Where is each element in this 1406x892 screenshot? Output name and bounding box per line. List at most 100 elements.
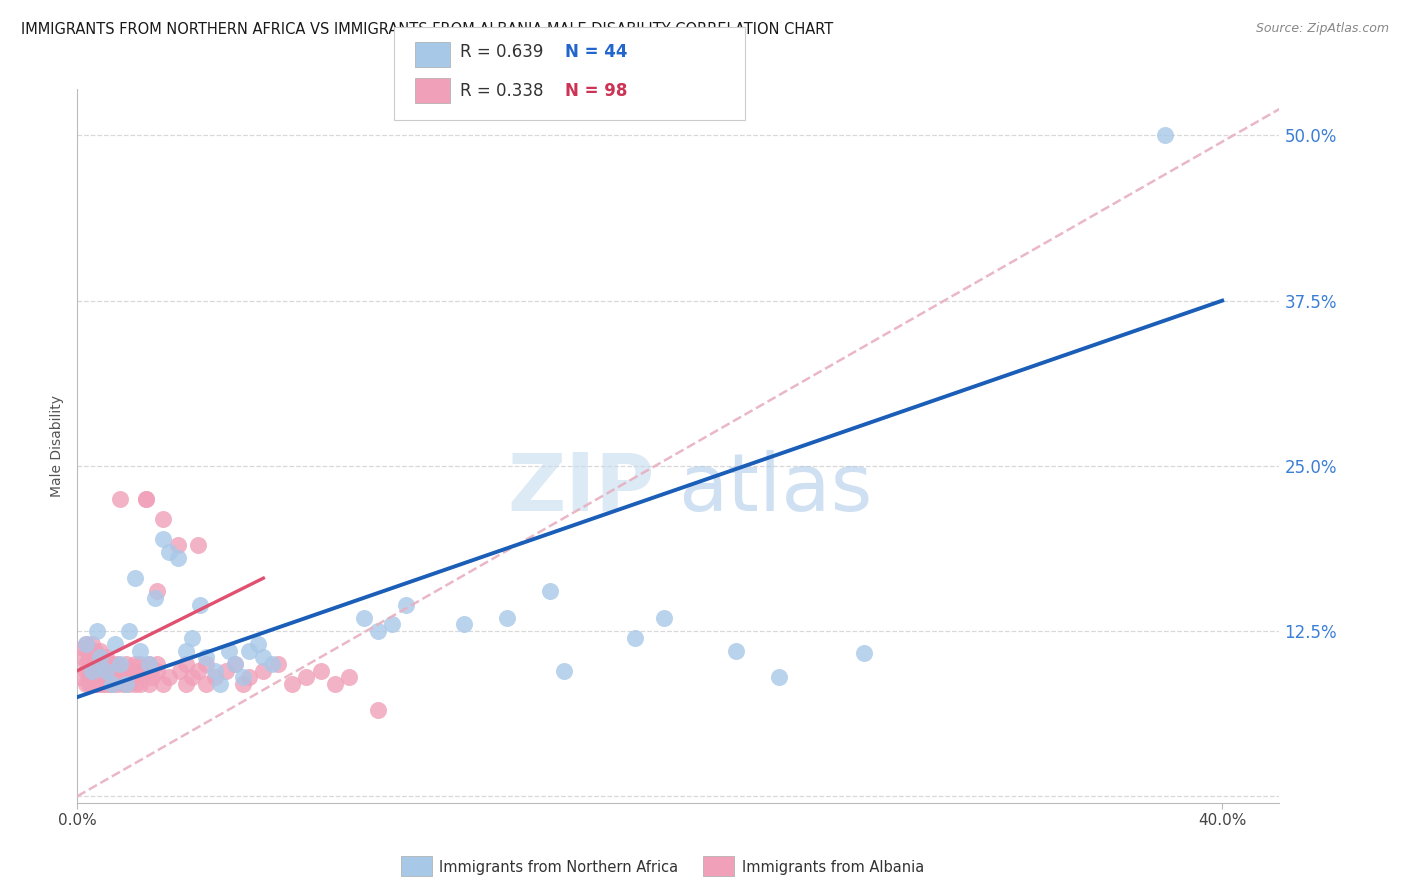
Point [768,670,790,684]
Point [224,657,246,671]
Point [169,664,191,678]
Point [124,670,146,684]
Point [91,664,114,678]
Point [204,664,226,678]
Point [195,657,218,671]
Point [110,670,132,684]
Point [115,677,138,691]
Point [72,641,94,656]
Point [75,637,97,651]
Point [143,591,166,605]
Point [146,584,169,599]
Point [97,670,120,684]
Point [110,657,132,671]
Point [224,657,246,671]
Point [107,677,129,691]
Point [121,664,143,678]
Text: Immigrants from Northern Africa: Immigrants from Northern Africa [439,860,678,874]
Point [129,657,152,671]
Point [118,670,141,684]
Point [77,650,100,665]
Point [353,611,375,625]
Y-axis label: Male Disability: Male Disability [51,395,65,497]
Point [112,670,135,684]
Point [453,617,475,632]
Point [83,650,105,665]
Point [218,644,240,658]
Point [94,657,117,671]
Point [146,664,169,678]
Text: N = 44: N = 44 [565,43,627,61]
Point [538,584,561,599]
Point [86,677,108,691]
Point [83,664,105,678]
Point [246,637,269,651]
Point [94,664,117,678]
Point [118,624,141,638]
Point [138,664,160,678]
Point [83,657,105,671]
Point [174,644,197,658]
Point [97,677,120,691]
Point [295,670,318,684]
Point [124,657,146,671]
Text: atlas: atlas [679,450,873,528]
Point [94,650,117,665]
Text: N = 98: N = 98 [565,82,627,100]
Point [152,511,174,525]
Point [80,664,103,678]
Point [91,670,114,684]
Point [152,677,174,691]
Point [75,664,97,678]
Point [91,677,114,691]
Point [135,491,157,506]
Point [624,631,647,645]
Point [166,551,188,566]
Point [100,677,122,691]
Text: R = 0.338: R = 0.338 [460,82,543,100]
Point [72,650,94,665]
Point [157,670,180,684]
Point [75,657,97,671]
Point [115,664,138,678]
Point [138,657,160,671]
Point [89,657,111,671]
Text: Immigrants from Albania: Immigrants from Albania [742,860,925,874]
Point [69,670,91,684]
Point [141,670,163,684]
Point [238,670,260,684]
Point [89,670,111,684]
Point [103,670,125,684]
Point [367,624,389,638]
Point [553,664,575,678]
Point [83,677,105,691]
Point [103,637,125,651]
Point [77,677,100,691]
Point [652,611,675,625]
Point [86,670,108,684]
Text: Source: ZipAtlas.com: Source: ZipAtlas.com [1256,22,1389,36]
Point [195,677,218,691]
Point [110,491,132,506]
Point [100,664,122,678]
Point [174,677,197,691]
Point [89,677,111,691]
Point [309,664,332,678]
Point [86,664,108,678]
Point [195,650,218,665]
Point [89,644,111,658]
Point [77,657,100,671]
Point [80,670,103,684]
Point [238,644,260,658]
Point [204,670,226,684]
Point [367,703,389,717]
Point [138,657,160,671]
Point [86,624,108,638]
Point [232,677,254,691]
Point [103,664,125,678]
Point [337,670,360,684]
Point [129,664,152,678]
Point [91,657,114,671]
Point [157,545,180,559]
Point [190,598,212,612]
